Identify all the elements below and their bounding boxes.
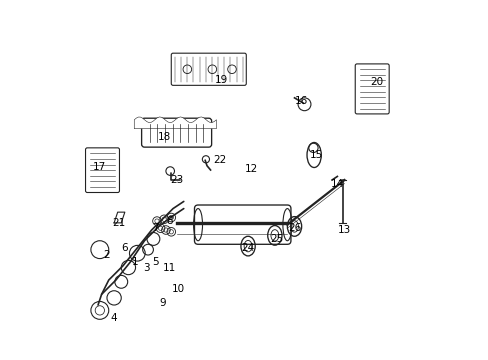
Text: 16: 16: [294, 96, 307, 107]
Text: 22: 22: [212, 156, 225, 165]
Text: 12: 12: [244, 164, 258, 174]
Text: 14: 14: [330, 179, 343, 189]
Text: 15: 15: [309, 150, 322, 160]
Text: 1: 1: [132, 257, 139, 267]
FancyBboxPatch shape: [85, 148, 119, 193]
FancyBboxPatch shape: [194, 205, 290, 244]
Text: 18: 18: [157, 132, 170, 142]
Text: 10: 10: [171, 284, 184, 294]
Text: 21: 21: [112, 218, 125, 228]
Text: 5: 5: [152, 257, 158, 267]
FancyBboxPatch shape: [142, 118, 211, 147]
Text: 26: 26: [287, 223, 301, 233]
FancyBboxPatch shape: [171, 53, 246, 85]
Text: 20: 20: [369, 77, 383, 87]
Text: 19: 19: [214, 75, 227, 85]
Text: 3: 3: [142, 262, 149, 273]
Text: 9: 9: [159, 298, 165, 308]
Text: 11: 11: [163, 262, 176, 273]
Text: 17: 17: [93, 162, 106, 172]
Text: 4: 4: [111, 312, 117, 323]
Text: 8: 8: [166, 216, 172, 226]
Text: 23: 23: [170, 175, 183, 185]
Text: 25: 25: [269, 234, 283, 244]
Text: 6: 6: [122, 243, 128, 253]
Text: 24: 24: [241, 243, 254, 253]
Text: 13: 13: [337, 225, 350, 235]
Text: 2: 2: [103, 250, 110, 260]
FancyBboxPatch shape: [354, 64, 388, 114]
Text: 7: 7: [152, 223, 158, 233]
